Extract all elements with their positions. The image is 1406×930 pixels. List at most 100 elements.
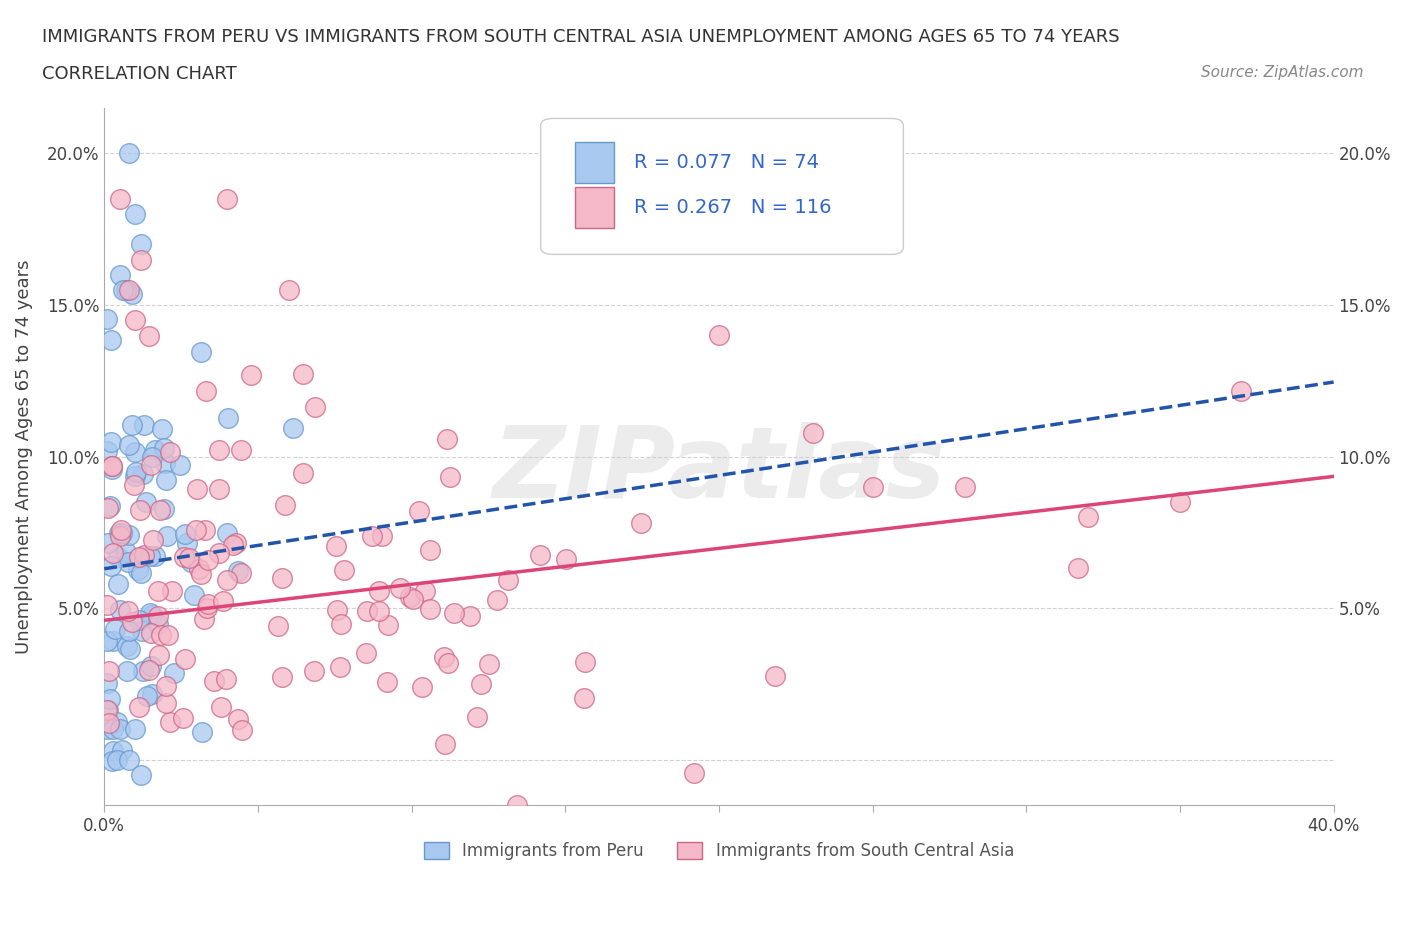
- Point: [371, 528, 394, 543]
- Point: [163, 666, 186, 681]
- Point: [330, 616, 353, 631]
- Point: [226, 564, 249, 578]
- Point: [100, 462, 122, 477]
- Y-axis label: Unemployment Among Ages 65 to 74 years: Unemployment Among Ages 65 to 74 years: [15, 259, 32, 654]
- Point: [155, 679, 177, 694]
- Point: [1067, 561, 1090, 576]
- Point: [159, 445, 181, 459]
- Point: [555, 551, 578, 566]
- Point: [437, 656, 460, 671]
- Point: [111, 525, 134, 540]
- Point: [274, 498, 297, 512]
- Point: [155, 696, 177, 711]
- Point: [485, 592, 508, 607]
- Point: [110, 603, 132, 618]
- Point: [101, 633, 124, 648]
- Point: [128, 613, 150, 628]
- Point: [270, 670, 292, 684]
- Point: [707, 328, 730, 343]
- Point: [329, 659, 352, 674]
- Point: [862, 480, 884, 495]
- Point: [96, 444, 118, 458]
- Text: Source: ZipAtlas.com: Source: ZipAtlas.com: [1201, 65, 1364, 80]
- Point: [96, 702, 118, 717]
- Point: [155, 472, 177, 487]
- Point: [141, 450, 163, 465]
- Point: [96, 675, 118, 690]
- Point: [389, 580, 412, 595]
- Point: [111, 742, 134, 757]
- Point: [368, 583, 391, 598]
- Point: [197, 552, 219, 567]
- Point: [131, 565, 153, 580]
- Point: [326, 603, 349, 618]
- Point: [176, 536, 198, 551]
- Point: [127, 551, 149, 565]
- Text: R = 0.077   N = 74: R = 0.077 N = 74: [634, 153, 820, 172]
- Point: [98, 813, 121, 828]
- Point: [377, 618, 399, 632]
- Point: [148, 584, 170, 599]
- Point: [408, 504, 430, 519]
- Point: [148, 608, 170, 623]
- Point: [132, 548, 155, 563]
- Point: [281, 420, 304, 435]
- Point: [488, 813, 510, 828]
- Point: [108, 192, 131, 206]
- Point: [411, 680, 433, 695]
- Point: [100, 333, 122, 348]
- Point: [135, 495, 157, 510]
- Text: R = 0.267   N = 116: R = 0.267 N = 116: [634, 198, 831, 218]
- Point: [215, 573, 238, 588]
- Point: [402, 591, 425, 606]
- Point: [217, 192, 239, 206]
- Point: [215, 672, 238, 687]
- Point: [108, 529, 131, 544]
- Point: [103, 743, 125, 758]
- Point: [197, 596, 219, 611]
- Point: [529, 547, 551, 562]
- Point: [97, 702, 120, 717]
- Bar: [575, 188, 614, 228]
- Point: [630, 515, 652, 530]
- Point: [209, 699, 232, 714]
- Point: [190, 345, 212, 360]
- Point: [439, 470, 461, 485]
- Point: [132, 467, 155, 482]
- Point: [139, 605, 162, 620]
- Point: [226, 711, 249, 726]
- Point: [292, 465, 315, 480]
- Point: [375, 674, 398, 689]
- Point: [195, 600, 218, 615]
- Point: [142, 533, 165, 548]
- Point: [1077, 510, 1099, 525]
- Point: [162, 584, 184, 599]
- Point: [763, 669, 786, 684]
- Point: [127, 563, 149, 578]
- Point: [574, 691, 596, 706]
- Point: [105, 714, 128, 729]
- Point: [222, 538, 245, 552]
- Point: [100, 435, 122, 450]
- Point: [139, 625, 162, 640]
- Point: [190, 566, 212, 581]
- Point: [172, 711, 194, 725]
- Point: [143, 549, 166, 564]
- Point: [478, 657, 501, 671]
- Point: [443, 605, 465, 620]
- Point: [150, 422, 173, 437]
- Point: [267, 618, 290, 633]
- Point: [183, 587, 205, 602]
- Point: [115, 664, 138, 679]
- Point: [128, 550, 150, 565]
- Point: [184, 523, 207, 538]
- Point: [208, 546, 231, 561]
- Point: [354, 645, 377, 660]
- Bar: [575, 142, 614, 182]
- Point: [117, 639, 139, 654]
- Point: [124, 206, 146, 221]
- Point: [143, 442, 166, 457]
- Point: [138, 662, 160, 677]
- Point: [118, 624, 141, 639]
- Point: [107, 576, 129, 591]
